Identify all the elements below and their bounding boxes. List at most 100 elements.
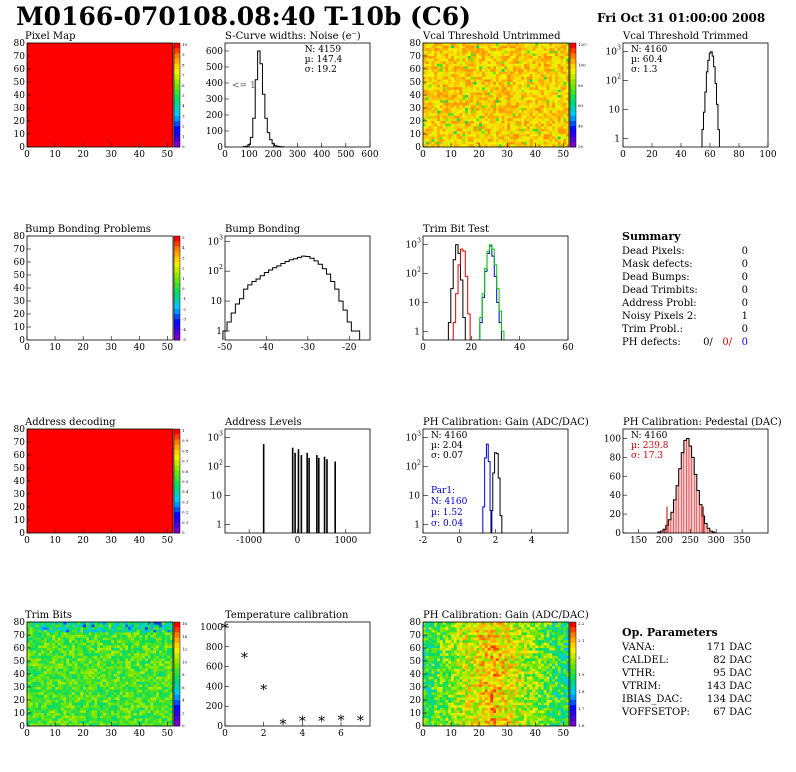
heatmap-cell <box>470 139 474 143</box>
heatmap-cell <box>552 53 556 57</box>
heatmap-cell <box>563 100 567 104</box>
heatmap-cell <box>60 713 64 716</box>
heatmap-cell <box>524 95 528 98</box>
heatmap-cell <box>549 69 553 72</box>
heatmap-cell <box>439 128 444 132</box>
heatmap-cell <box>434 141 438 145</box>
heatmap-cell <box>479 144 483 148</box>
heatmap-cell <box>515 48 519 52</box>
heatmap-cell <box>501 102 505 106</box>
colorbar-tick-label: 16 <box>182 621 188 626</box>
heatmap-cell <box>437 666 441 670</box>
heatmap-cell <box>130 720 135 724</box>
heatmap-cell <box>57 687 62 690</box>
heatmap-cell <box>66 640 70 644</box>
heatmap-cell <box>130 645 135 649</box>
heatmap-cell <box>133 718 137 722</box>
heatmap-cell <box>448 105 452 109</box>
trim-bit-test-series-2 <box>479 245 503 340</box>
heatmap-cell <box>535 82 539 85</box>
heatmap-cell <box>476 126 480 130</box>
colorbar-segment <box>570 110 576 117</box>
heatmap-cell <box>167 676 171 680</box>
heatmap-cell <box>144 632 149 636</box>
heatmap-cell <box>150 723 154 727</box>
heatmap-cell <box>167 635 171 638</box>
heatmap-cell <box>462 123 466 127</box>
y-tick-label: 100 <box>604 434 621 444</box>
heatmap-cell <box>158 723 163 727</box>
heatmap-cell <box>27 640 31 644</box>
heatmap-cell <box>43 700 48 703</box>
temperature-calibration-panel: Temperature calibration**** * * * *0 2 4 602004… <box>200 610 371 739</box>
heatmap-cell <box>504 61 508 65</box>
heatmap-cell <box>479 76 483 80</box>
heatmap-cell <box>144 629 149 633</box>
heatmap-cell <box>552 115 556 119</box>
heatmap-cell <box>448 100 452 104</box>
heatmap-cell <box>529 110 533 114</box>
heatmap-cell <box>549 63 553 67</box>
heatmap-cell <box>462 74 466 78</box>
colorbar-tick-label: 1 <box>182 134 185 139</box>
heatmap-cell <box>147 689 151 693</box>
heatmap-cell <box>437 87 441 91</box>
heatmap-cell <box>27 715 31 719</box>
y-tick-label: 80 <box>14 618 26 628</box>
heatmap-cell <box>442 108 446 111</box>
heatmap-cell <box>136 658 140 662</box>
heatmap-cell <box>91 661 95 664</box>
heatmap-cell <box>434 139 438 143</box>
heatmap-cell <box>549 141 553 145</box>
heatmap-cell <box>496 128 500 132</box>
heatmap-cell <box>532 69 536 72</box>
heatmap-cell <box>74 720 78 724</box>
heatmap-cell <box>41 718 45 722</box>
heatmap-cell <box>546 66 550 70</box>
heatmap-cell <box>524 121 528 124</box>
heatmap-cell <box>554 74 559 78</box>
heatmap-cell <box>563 76 567 80</box>
heatmap-cell <box>423 679 427 683</box>
heatmap-cell <box>493 76 497 80</box>
heatmap-cell <box>35 632 39 636</box>
heatmap-cell <box>535 56 539 59</box>
heatmap-cell <box>139 710 143 714</box>
heatmap-cell <box>526 102 531 106</box>
heatmap-cell <box>158 679 163 683</box>
heatmap-cell <box>473 115 477 119</box>
heatmap-cell <box>532 144 536 148</box>
heatmap-cell <box>566 126 570 130</box>
heatmap-cell <box>423 126 427 130</box>
heatmap-cell <box>546 134 550 137</box>
heatmap-cell <box>139 640 143 644</box>
heatmap-cell <box>428 663 432 667</box>
colorbar-tick-label: 0.1 <box>182 520 188 525</box>
heatmap-cell <box>442 100 446 104</box>
heatmap-cell <box>560 139 564 143</box>
heatmap-cell <box>479 131 483 135</box>
heatmap-cell <box>498 131 503 135</box>
heatmap-cell <box>532 100 536 104</box>
heatmap-cell <box>557 100 561 104</box>
heatmap-cell <box>27 694 31 698</box>
heatmap-cell <box>504 71 508 75</box>
heatmap-cell <box>69 700 73 703</box>
heatmap-cell <box>150 629 154 633</box>
heatmap-cell <box>540 113 545 117</box>
heatmap-cell <box>493 66 497 70</box>
heatmap-cell <box>66 661 70 664</box>
heatmap-cell <box>431 56 435 59</box>
heatmap-cell <box>453 58 458 62</box>
colorbar-segment <box>174 684 180 691</box>
heatmap-cell <box>114 648 118 651</box>
heatmap-cell <box>465 110 469 114</box>
heatmap-cell <box>507 79 511 83</box>
heatmap-cell <box>105 635 109 638</box>
heatmap-cell <box>60 653 64 657</box>
heatmap-cell <box>431 53 435 57</box>
heatmap-cell <box>445 89 449 93</box>
heatmap-cell <box>83 713 87 716</box>
heatmap-cell <box>434 43 438 46</box>
